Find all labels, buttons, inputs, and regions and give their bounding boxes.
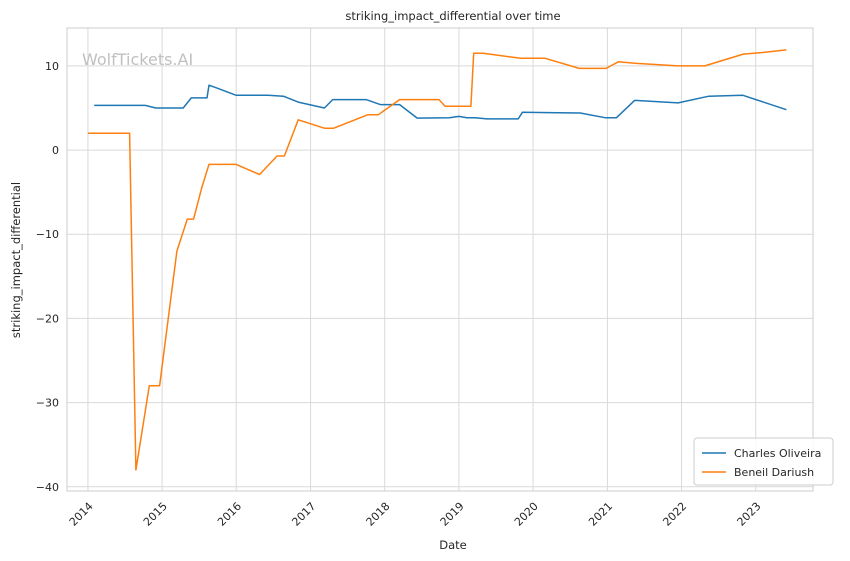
y-axis-ticks: 10 0 −10 −20 −30 −40 — [36, 60, 59, 494]
legend-label-charles-oliveira: Charles Oliveira — [734, 447, 821, 460]
series-lines — [87, 49, 787, 471]
legend-box — [693, 437, 834, 486]
watermark: WolfTickets.AI — [82, 50, 193, 69]
chart-title: striking_impact_differential over time — [345, 9, 560, 23]
grid — [67, 28, 813, 491]
plot-frame — [66, 27, 814, 492]
y-tick-label: 10 — [45, 60, 59, 73]
y-tick-label: −20 — [36, 312, 59, 325]
series-line-beneil-dariush — [87, 49, 787, 471]
y-tick-label: −10 — [36, 228, 59, 241]
legend-label-beneil-dariush: Beneil Dariush — [734, 466, 814, 479]
y-tick-label: −40 — [36, 481, 59, 494]
legend: Charles Oliveira Beneil Dariush — [693, 437, 834, 486]
y-tick-label: −30 — [36, 397, 59, 410]
y-tick-label: 0 — [52, 144, 59, 157]
y-axis-title: striking_impact_differential — [9, 182, 23, 338]
series-line-charles-oliveira — [94, 84, 787, 120]
x-axis-title: Date — [439, 538, 467, 552]
